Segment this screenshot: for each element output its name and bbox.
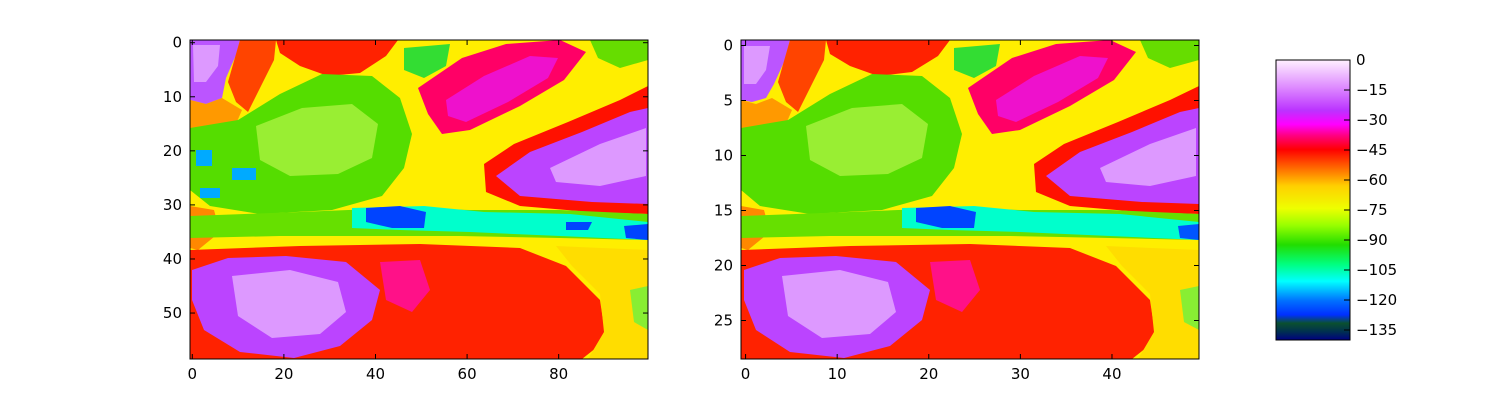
colorbar-tick-label: −45 xyxy=(1356,141,1388,159)
heatmap-right-region-cyan-streak xyxy=(902,206,1199,240)
y-tick-label: 30 xyxy=(163,196,182,214)
heatmap-left-region-violet-bottom-core xyxy=(232,270,346,338)
x-tick-label: 0 xyxy=(188,365,198,383)
heatmap-right-region-violet-top-left-core xyxy=(744,46,770,84)
y-tick-label: 40 xyxy=(163,250,182,268)
heatmap-right-region-red-upper-left xyxy=(778,40,826,112)
colorbar-tick-label: −90 xyxy=(1356,231,1388,249)
y-tick-label: 20 xyxy=(714,257,733,275)
heatmap-right-region-yellow-bottom-right xyxy=(1106,246,1199,359)
y-tick-label: 25 xyxy=(714,312,733,330)
heatmap-right-image xyxy=(741,40,1199,359)
heatmap-panel-right: 0 10 20 30 40 0 5 10 15 20 25 xyxy=(714,37,1200,383)
heatmap-right-region-red-top-band xyxy=(826,40,950,76)
heatmap-right-y-axis: 0 5 10 15 20 25 xyxy=(714,37,1199,330)
y-tick-label: 0 xyxy=(723,37,733,55)
heatmap-left-region-green-light xyxy=(256,104,378,176)
colorbar: 0 −15 −30 −45 −60 −75 −90 −105 −120 −135 xyxy=(1275,51,1397,341)
heatmap-right-frame xyxy=(740,39,1200,360)
x-tick-label: 20 xyxy=(919,365,938,383)
x-tick-label: 40 xyxy=(366,365,385,383)
heatmap-left-region-green-bottom-right xyxy=(630,286,648,330)
y-tick-label: 10 xyxy=(714,147,733,165)
heatmap-right-region-green-top-right xyxy=(1140,40,1199,68)
colorbar-tick-label: −135 xyxy=(1356,321,1397,339)
y-tick-label: 0 xyxy=(172,34,182,52)
heatmap-right-region-violet-right-core xyxy=(1100,128,1196,186)
colorbar-ticks: 0 −15 −30 −45 −60 −75 −90 −105 −120 −135 xyxy=(1344,51,1397,339)
heatmap-left-region-blue-streak-right xyxy=(566,222,592,230)
colorbar-tick-label: −30 xyxy=(1356,111,1388,129)
heatmap-left-region-green-top xyxy=(404,44,450,78)
heatmap-left-region-violet-top-left-core xyxy=(193,45,220,82)
y-tick-label: 5 xyxy=(723,92,733,110)
heatmap-left-region-red-top-band xyxy=(276,40,398,76)
y-tick-label: 15 xyxy=(714,202,733,220)
heatmap-right-region-blue-streak-edge xyxy=(1178,224,1199,240)
heatmap-right-region-magenta-band-core xyxy=(996,56,1108,122)
colorbar-tick-label: −105 xyxy=(1356,261,1397,279)
heatmap-left-region-violet-right-core xyxy=(550,128,646,186)
heatmap-right-region-violet-bottom-core xyxy=(782,270,896,338)
heatmap-left-region-magenta-band-core xyxy=(446,56,558,122)
y-tick-label: 50 xyxy=(163,304,182,322)
colorbar-tick-label: −60 xyxy=(1356,171,1388,189)
x-tick-label: 20 xyxy=(274,365,293,383)
x-tick-label: 60 xyxy=(458,365,477,383)
heatmap-left-region-blue-horizontal-streak xyxy=(366,206,426,228)
heatmap-left-image xyxy=(190,40,648,359)
y-tick-label: 10 xyxy=(163,88,182,106)
heatmap-right-region-green-light xyxy=(806,104,928,176)
colorbar-tick-label: −120 xyxy=(1356,291,1397,309)
colorbar-tick-label: −15 xyxy=(1356,81,1388,99)
x-tick-label: 80 xyxy=(549,365,568,383)
x-tick-label: 10 xyxy=(828,365,847,383)
colorbar-tick-label: −75 xyxy=(1356,201,1388,219)
x-tick-label: 40 xyxy=(1102,365,1121,383)
heatmap-right-region-blue-horizontal-streak xyxy=(916,206,976,228)
heatmap-right-region-green-bottom-right xyxy=(1180,286,1199,330)
heatmap-right-region-magenta-bottom-edge xyxy=(930,260,980,312)
heatmap-left-region-magenta-bottom-edge xyxy=(380,260,430,312)
heatmap-left-region-cyan-streak xyxy=(352,206,648,240)
heatmap-left-region-blue-streak-edge xyxy=(624,224,648,240)
colorbar-tick-label: 0 xyxy=(1356,51,1366,69)
x-tick-label: 30 xyxy=(1011,365,1030,383)
heatmap-panel-left: 0 20 40 60 80 0 10 20 30 40 50 xyxy=(163,34,649,383)
heatmap-left-region-green-top-right xyxy=(590,40,648,68)
heatmap-left-region-red-upper-left xyxy=(228,40,276,112)
heatmap-right-x-axis: 0 10 20 30 40 xyxy=(741,40,1122,383)
x-tick-label: 0 xyxy=(741,365,751,383)
heatmap-left-frame xyxy=(189,39,649,360)
y-tick-label: 20 xyxy=(163,142,182,160)
heatmap-left-x-axis: 0 20 40 60 80 xyxy=(188,40,568,383)
heatmap-right-region-green-top xyxy=(954,44,1000,78)
colorbar-gradient xyxy=(1275,59,1351,341)
heatmap-left-region-yellow-bottom-right xyxy=(556,246,648,359)
heatmap-left-y-axis: 0 10 20 30 40 50 xyxy=(163,34,648,322)
heatmap-left-region-blue-dots xyxy=(196,150,256,198)
